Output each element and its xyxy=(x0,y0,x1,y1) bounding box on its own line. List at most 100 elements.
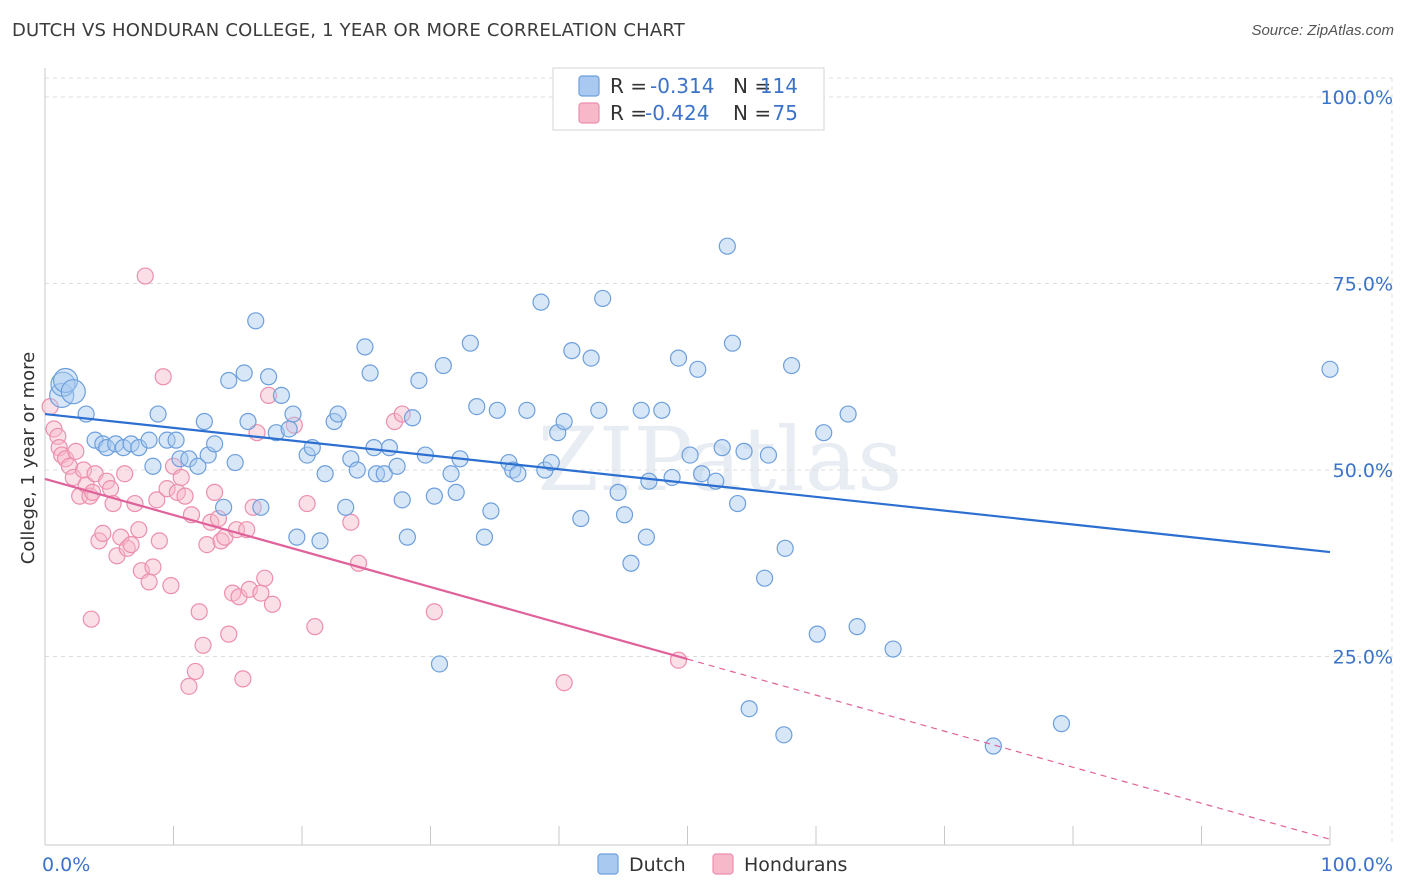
hondurans-point xyxy=(60,457,79,475)
hondurans-trend-line-extension xyxy=(687,658,1331,840)
legend-dutch-r-label: R = xyxy=(610,74,647,98)
dutch-point xyxy=(740,700,758,718)
legend-hondurans-n-value: 75 xyxy=(773,101,798,125)
dutch-point xyxy=(220,371,238,390)
dutch-point xyxy=(468,397,486,416)
dutch-point xyxy=(759,446,778,464)
dutch-point xyxy=(984,737,1002,755)
hondurans-point xyxy=(116,465,134,483)
dutch-point xyxy=(272,386,291,404)
y-tick-label: 50.0% xyxy=(1333,460,1393,482)
hondurans-point xyxy=(259,386,278,404)
dutch-point xyxy=(144,457,162,475)
dutch-point xyxy=(430,655,449,673)
watermark: ZIPatlas xyxy=(538,408,903,511)
x-tick-label: 0.0% xyxy=(42,854,90,876)
legend-dutch-r-value: -0.314 xyxy=(650,74,714,98)
trend-lines xyxy=(44,412,1331,840)
dutch-point xyxy=(284,405,302,423)
dutch-point xyxy=(337,498,355,516)
dutch-point xyxy=(884,640,902,658)
dutch-point xyxy=(653,401,671,419)
dutch-point xyxy=(348,461,366,479)
dutch-point xyxy=(563,342,581,360)
dutch-point xyxy=(532,293,550,311)
dutch-point xyxy=(235,364,253,382)
dutch-point xyxy=(808,625,826,643)
hondurans-point xyxy=(206,483,224,501)
hondurans-point xyxy=(263,595,282,613)
dutch-point xyxy=(572,509,590,528)
dutch-point xyxy=(329,405,347,423)
hondurans-point xyxy=(425,603,443,621)
dutch-point xyxy=(158,431,176,449)
hondurans-point xyxy=(190,603,208,621)
dutch-point xyxy=(555,412,573,431)
dutch-point xyxy=(1321,360,1339,378)
dutch-point xyxy=(622,554,640,572)
dutch-point xyxy=(594,289,612,308)
dutch-point xyxy=(482,502,500,520)
y-tick-label: 25.0% xyxy=(1333,647,1393,669)
dutch-point xyxy=(632,401,650,419)
hondurans-point xyxy=(101,480,120,498)
dutch-point xyxy=(60,379,86,405)
hondurans-point xyxy=(94,524,112,543)
hondurans-point xyxy=(393,405,411,423)
dutch-point xyxy=(718,237,736,255)
dutch-point xyxy=(252,498,270,516)
hondurans-point xyxy=(256,569,274,587)
dutch-point xyxy=(488,401,506,419)
legend-dutch-n-value: 114 xyxy=(760,74,798,98)
dutch-point xyxy=(729,494,747,513)
dutch-point xyxy=(434,356,452,375)
dutch-point xyxy=(713,439,731,457)
x-tick-label: 100.0% xyxy=(1321,854,1393,876)
bottom-legend-hondurans-label: Hondurans xyxy=(744,854,847,876)
hondurans-point xyxy=(186,662,204,681)
dutch-point xyxy=(288,528,306,546)
hondurans-trend-line xyxy=(44,477,688,661)
legend: R = -0.314 N = 114 R = -0.424 N = 75 xyxy=(552,67,825,131)
hondurans-point xyxy=(122,535,140,554)
dutch-point xyxy=(640,472,658,490)
dutch-point xyxy=(509,465,527,483)
dutch-point xyxy=(140,431,158,449)
dutch-point xyxy=(839,405,857,423)
dutch-point xyxy=(542,453,560,472)
hondurans-point xyxy=(130,521,148,539)
hondurans-point xyxy=(306,618,324,636)
hondurans-point xyxy=(198,535,216,554)
dutch-point xyxy=(848,618,866,636)
hondurans-point xyxy=(148,491,166,509)
hondurans-point xyxy=(555,674,573,692)
hondurans-point xyxy=(154,368,172,386)
y-tick-labels: 25.0% 50.0% 75.0% 100.0% xyxy=(1321,87,1393,669)
dutch-point xyxy=(239,412,257,431)
dutch-point xyxy=(393,491,411,509)
dutch-point xyxy=(609,483,627,501)
dutch-point xyxy=(206,435,224,453)
legend-hondurans-r-label: R = xyxy=(610,101,647,125)
dutch-point xyxy=(98,439,116,457)
dutch-point xyxy=(361,364,379,382)
dutch-point xyxy=(267,424,285,442)
dutch-point xyxy=(590,401,608,419)
dutch-point xyxy=(149,405,167,423)
axes xyxy=(44,68,1331,846)
source-label: Source: ZipAtlas.com xyxy=(1251,22,1394,39)
dutch-point xyxy=(735,442,753,460)
dutch-point xyxy=(447,483,465,501)
dutch-point xyxy=(215,498,233,516)
dutch-point xyxy=(461,334,479,352)
dutch-point xyxy=(775,726,793,744)
dutch-point xyxy=(518,401,536,419)
dutch-point xyxy=(388,457,406,475)
dutch-points xyxy=(49,237,1339,755)
dutch-point xyxy=(425,487,443,505)
hondurans-point xyxy=(194,636,212,654)
bottom-legend: Dutch Hondurans xyxy=(597,853,847,876)
dutch-point xyxy=(475,528,494,546)
legend-hondurans-swatch xyxy=(578,102,600,124)
bottom-legend-dutch-swatch xyxy=(597,853,619,875)
